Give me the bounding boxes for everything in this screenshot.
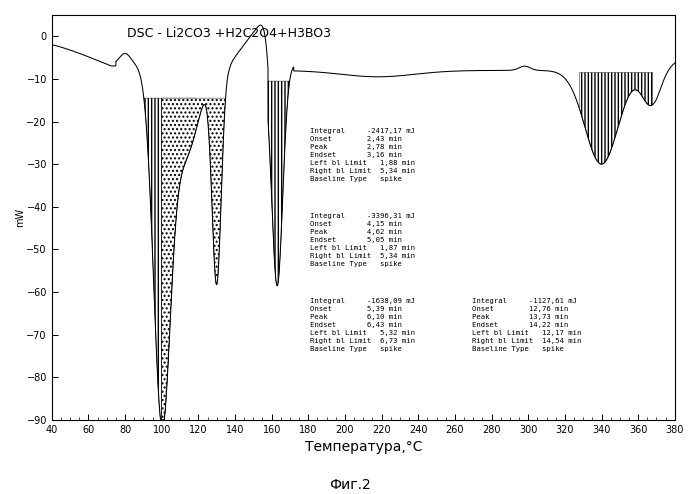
Text: Integral     -2417,17 mJ
Onset        2,43 min
Peak         2,78 min
Endset     : Integral -2417,17 mJ Onset 2,43 min Peak… <box>310 128 415 182</box>
Text: DSC - Li2CO3 +H2C2O4+H3BO3: DSC - Li2CO3 +H2C2O4+H3BO3 <box>127 27 331 40</box>
Y-axis label: mW: mW <box>15 208 25 227</box>
Text: Integral     -1638,09 mJ
Onset        5,39 min
Peak         6,10 min
Endset     : Integral -1638,09 mJ Onset 5,39 min Peak… <box>310 298 415 352</box>
X-axis label: Температура,°C: Температура,°C <box>305 440 422 454</box>
Text: Integral     -1127,61 mJ
Onset        12,76 min
Peak         13,73 min
Endset   : Integral -1127,61 mJ Onset 12,76 min Pea… <box>473 298 582 352</box>
Text: Integral     -3396,31 mJ
Onset        4,15 min
Peak         4,62 min
Endset     : Integral -3396,31 mJ Onset 4,15 min Peak… <box>310 213 415 267</box>
Text: Фиг.2: Фиг.2 <box>329 478 370 492</box>
